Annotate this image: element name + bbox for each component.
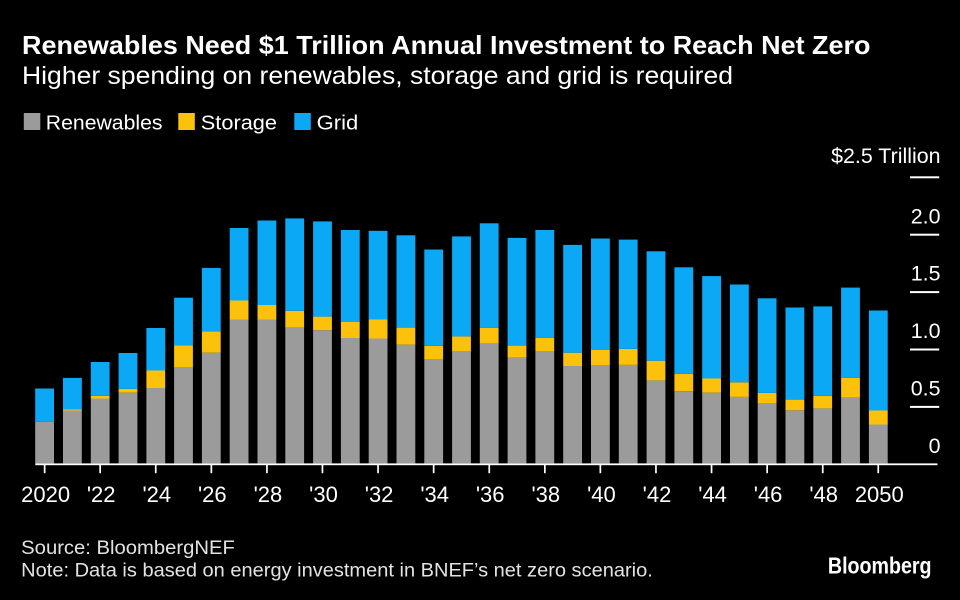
svg-text:Renewables: Renewables xyxy=(46,112,163,135)
svg-text:Renewables Need $1 Trillion An: Renewables Need $1 Trillion Annual Inves… xyxy=(22,32,870,60)
svg-text:'28: '28 xyxy=(254,482,283,507)
svg-text:'36: '36 xyxy=(476,482,505,507)
svg-text:Bloomberg: Bloomberg xyxy=(828,553,932,579)
svg-text:$2.5 Trillion: $2.5 Trillion xyxy=(831,144,940,168)
svg-text:'24: '24 xyxy=(142,482,171,507)
svg-text:'48: '48 xyxy=(809,482,838,507)
svg-text:'26: '26 xyxy=(198,482,227,507)
svg-text:2.0: 2.0 xyxy=(911,204,941,228)
svg-text:Note: Data is based on energy: Note: Data is based on energy investment… xyxy=(21,560,653,582)
svg-text:1.0: 1.0 xyxy=(911,319,941,343)
svg-text:Higher spending on renewables,: Higher spending on renewables, storage a… xyxy=(22,62,733,90)
svg-text:Grid: Grid xyxy=(317,112,359,135)
svg-text:0: 0 xyxy=(929,434,941,458)
svg-text:'38: '38 xyxy=(531,482,560,507)
svg-text:Source: BloombergNEF: Source: BloombergNEF xyxy=(21,537,235,559)
svg-text:'30: '30 xyxy=(309,482,338,507)
svg-text:'34: '34 xyxy=(420,482,449,507)
svg-text:'46: '46 xyxy=(754,482,783,507)
svg-text:'22: '22 xyxy=(87,482,116,507)
svg-text:2020: 2020 xyxy=(21,482,70,507)
svg-text:'42: '42 xyxy=(643,482,672,507)
svg-text:1.5: 1.5 xyxy=(911,262,941,286)
svg-text:'44: '44 xyxy=(698,482,727,507)
svg-text:'40: '40 xyxy=(587,482,616,507)
svg-text:0.5: 0.5 xyxy=(911,377,941,401)
svg-text:'32: '32 xyxy=(365,482,394,507)
svg-text:Storage: Storage xyxy=(201,112,277,135)
svg-text:2050: 2050 xyxy=(855,482,904,507)
